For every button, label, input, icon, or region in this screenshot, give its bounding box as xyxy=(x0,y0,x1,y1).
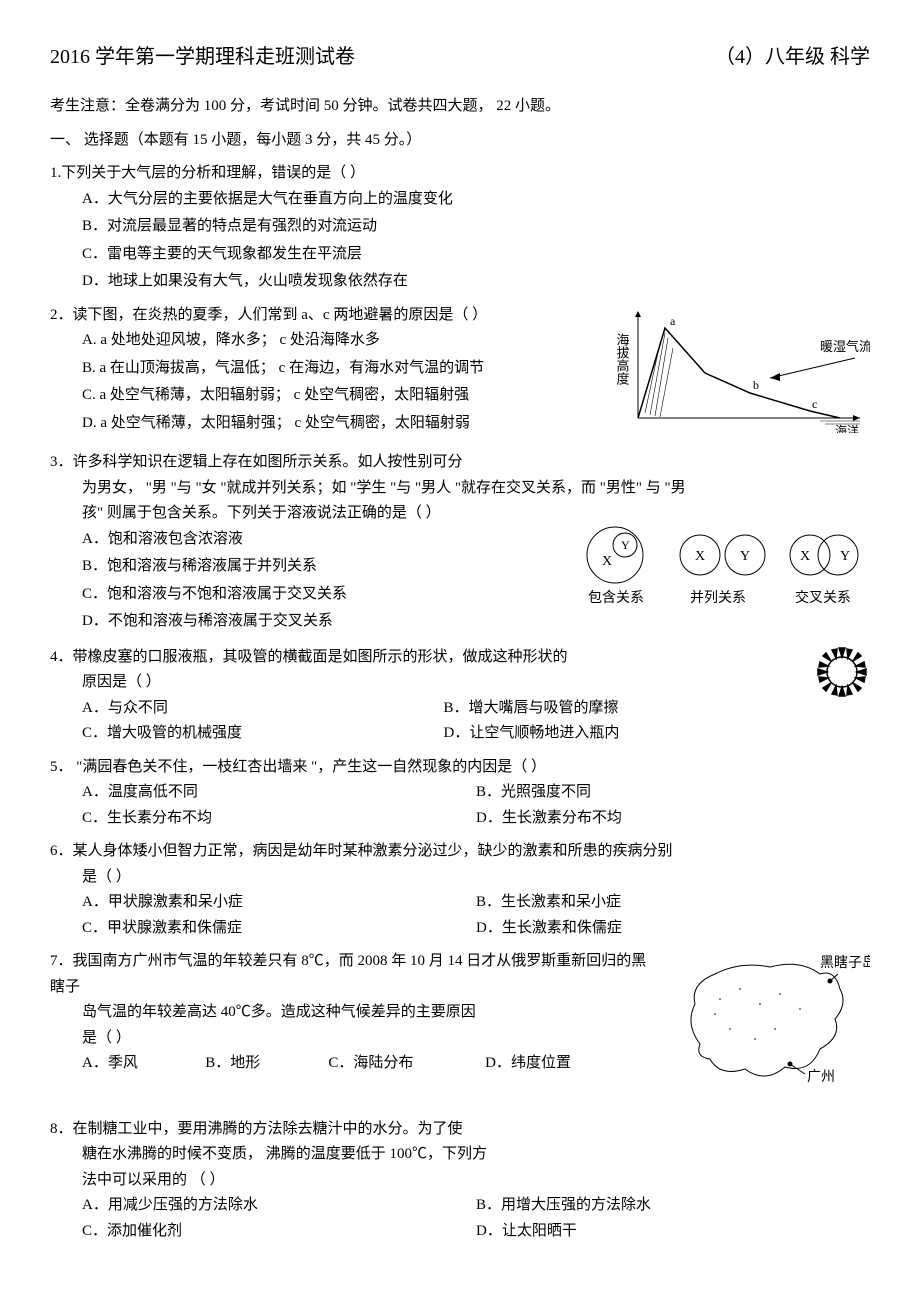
question-4: 4．带橡皮塞的口服液瓶，其吸管的横截面是如图所示的形状，做成这种形状的 原因是（… xyxy=(50,645,870,747)
q6-stem2: 是（ ） xyxy=(82,865,870,891)
q8-option-d: D．让太阳晒干 xyxy=(476,1219,870,1245)
svg-text:X: X xyxy=(602,554,612,569)
svg-text:并列关系: 并列关系 xyxy=(690,590,746,606)
page-title-right: （4）八年级 科学 xyxy=(715,40,870,74)
page-title-left: 2016 学年第一学期理科走班测试卷 xyxy=(50,40,355,74)
q6-option-d: D．生长激素和侏儒症 xyxy=(476,916,870,942)
q8-option-b: B．用增大压强的方法除水 xyxy=(476,1193,870,1219)
q5-option-b: B．光照强度不同 xyxy=(476,780,870,806)
q6-option-b: B．生长激素和呆小症 xyxy=(476,890,870,916)
q6-option-a: A．甲状腺激素和呆小症 xyxy=(82,890,476,916)
q1-option-b: B．对流层最显著的特点是有强烈的对流运动 xyxy=(82,214,870,240)
question-8: 8．在制糖工业中，要用沸腾的方法除去糖汁中的水分。为了使 糖在水沸腾的时候不变质… xyxy=(50,1117,870,1245)
q8-stem1: 8．在制糖工业中，要用沸腾的方法除去糖汁中的水分。为了使 xyxy=(50,1117,870,1143)
q5-option-c: C．生长素分布不均 xyxy=(82,806,476,832)
svg-text:Y: Y xyxy=(740,549,750,564)
question-7: 黑瞎子岛 广州 7．我国南方广州市气温的年较差只有 8℃，而 2008 年 10… xyxy=(50,949,870,1109)
q7-option-d: D．纬度位置 xyxy=(485,1051,642,1077)
q2-point-b: b xyxy=(753,378,759,392)
q4-figure xyxy=(815,645,870,710)
q5-stem: 5． "满园春色关不住，一枝红杏出墙来 "，产生这一自然现象的内因是（ ） xyxy=(50,755,870,781)
svg-text:包含关系: 包含关系 xyxy=(588,590,644,606)
svg-text:X: X xyxy=(800,549,810,564)
section1-header: 一、 选择题（本题有 15 小题，每小题 3 分，共 45 分。） xyxy=(50,128,870,154)
q2-sea-label: 海洋 xyxy=(835,423,859,433)
q8-option-a: A．用减少压强的方法除水 xyxy=(82,1193,476,1219)
svg-text:Y: Y xyxy=(621,538,630,552)
q2-figure: 海拔高度 a b c 暖湿气流 海洋 xyxy=(610,303,870,443)
q5-option-a: A．温度高低不同 xyxy=(82,780,476,806)
q7-label-ne: 黑瞎子岛 xyxy=(820,955,870,971)
q8-stem3: 法中可以采用的 （ ） xyxy=(82,1168,870,1194)
q7-figure: 黑瞎子岛 广州 xyxy=(670,949,870,1109)
q3-figure: X Y 包含关系 X Y 并列关系 X Y 交叉关系 xyxy=(570,517,870,622)
q7-option-c: C．海陆分布 xyxy=(328,1051,485,1077)
q1-option-d: D．地球上如果没有大气，火山喷发现象依然存在 xyxy=(82,269,870,295)
q4-option-b: B．增大嘴唇与吸管的摩擦 xyxy=(444,696,806,722)
q6-option-c: C．甲状腺激素和侏儒症 xyxy=(82,916,476,942)
q4-option-d: D．让空气顺畅地进入瓶内 xyxy=(444,721,806,747)
question-2: 海拔高度 a b c 暖湿气流 海洋 2．读下图，在炎热的夏季，人们常到 xyxy=(50,303,870,443)
q4-stem1: 4．带橡皮塞的口服液瓶，其吸管的横截面是如图所示的形状，做成这种形状的 xyxy=(50,645,870,671)
q4-option-a: A．与众不同 xyxy=(82,696,444,722)
q4-stem2: 原因是（ ） xyxy=(82,670,870,696)
question-1: 1.下列关于大气层的分析和理解，错误的是（ ） A．大气分层的主要依据是大气在垂… xyxy=(50,161,870,295)
q7-option-a: A．季风 xyxy=(82,1051,205,1077)
q3-stem1: 3．许多科学知识在逻辑上存在如图所示关系。如人按性别可分 xyxy=(50,450,870,476)
q2-point-a: a xyxy=(670,314,676,328)
q1-stem: 1.下列关于大气层的分析和理解，错误的是（ ） xyxy=(50,161,870,187)
q2-arrow-label: 暖湿气流 xyxy=(820,339,870,354)
question-3: 3．许多科学知识在逻辑上存在如图所示关系。如人按性别可分 为男女， "男 "与 … xyxy=(50,450,870,637)
q4-option-c: C．增大吸管的机械强度 xyxy=(82,721,444,747)
q7-option-b: B．地形 xyxy=(205,1051,328,1077)
q5-option-d: D．生长激素分布不均 xyxy=(476,806,870,832)
svg-text:X: X xyxy=(695,549,705,564)
exam-notice: 考生注意：全卷满分为 100 分，考试时间 50 分钟。试卷共四大题， 22 小… xyxy=(50,94,870,120)
question-5: 5． "满园春色关不住，一枝红杏出墙来 "，产生这一自然现象的内因是（ ） A．… xyxy=(50,755,870,832)
q6-stem1: 6．某人身体矮小但智力正常，病因是幼年时某种激素分泌过少，缺少的激素和所患的疾病… xyxy=(50,839,870,865)
svg-text:交叉关系: 交叉关系 xyxy=(795,589,851,606)
svg-text:Y: Y xyxy=(840,549,850,564)
q7-label-se: 广州 xyxy=(807,1069,835,1085)
q1-option-c: C．雷电等主要的天气现象都发生在平流层 xyxy=(82,242,870,268)
q8-stem2: 糖在水沸腾的时候不变质， 沸腾的温度要低于 100℃，下列方 xyxy=(82,1142,870,1168)
q2-ylabel: 海拔高度 xyxy=(615,333,630,385)
q8-option-c: C．添加催化剂 xyxy=(82,1219,476,1245)
q3-stem2: 为男女， "男 "与 "女 "就成并列关系；如 "学生 "与 "男人 "就存在交… xyxy=(82,476,870,502)
q1-option-a: A．大气分层的主要依据是大气在垂直方向上的温度变化 xyxy=(82,187,870,213)
q2-point-c: c xyxy=(812,397,817,411)
question-6: 6．某人身体矮小但智力正常，病因是幼年时某种激素分泌过少，缺少的激素和所患的疾病… xyxy=(50,839,870,941)
